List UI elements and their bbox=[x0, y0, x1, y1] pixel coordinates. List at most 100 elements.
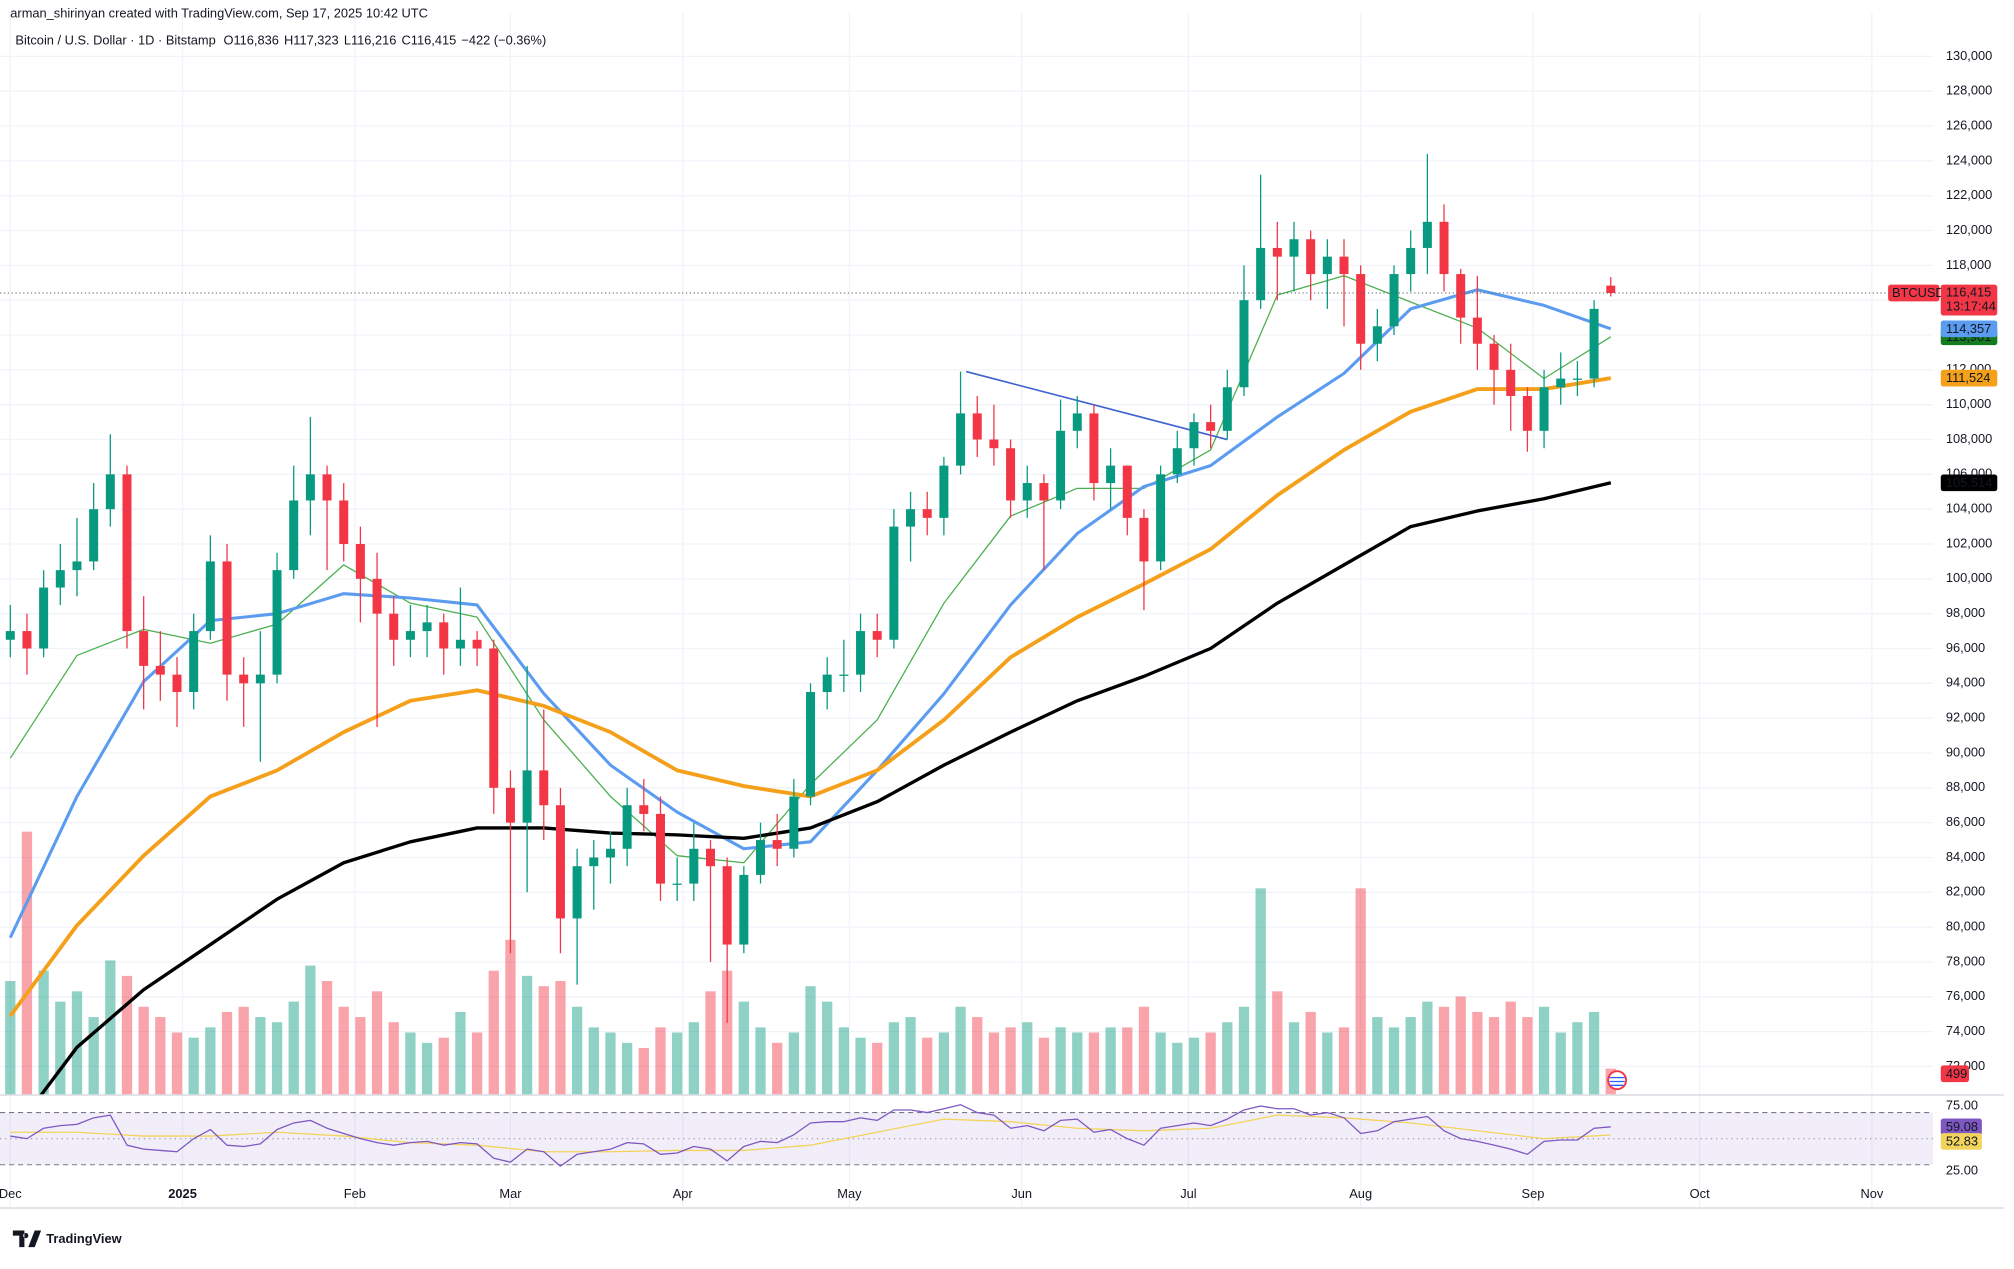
volume-bar bbox=[105, 960, 116, 1095]
candle-body bbox=[1406, 247, 1416, 275]
volume-bar bbox=[121, 975, 133, 1095]
brand-logo: TradingView bbox=[12, 1230, 122, 1248]
candle-body bbox=[1439, 221, 1449, 275]
volume-bar bbox=[1222, 1022, 1233, 1095]
volume-bar bbox=[638, 1047, 649, 1095]
brand-name: TradingView bbox=[46, 1231, 121, 1246]
volume-bar bbox=[171, 1032, 183, 1095]
y-tick-label: 94,000 bbox=[1946, 675, 1985, 690]
candle-body bbox=[339, 500, 349, 545]
ma-last-label-box bbox=[1940, 474, 1998, 492]
candle-body bbox=[1189, 422, 1199, 449]
volume-bar bbox=[1255, 888, 1266, 1095]
volume-bar bbox=[655, 1027, 666, 1095]
last-price-label: 116,415 bbox=[1946, 284, 1991, 299]
candle-body bbox=[1289, 239, 1299, 257]
candle-body bbox=[1306, 239, 1316, 275]
volume-bar bbox=[1105, 1027, 1116, 1095]
event-flag-stripes bbox=[1609, 1076, 1625, 1086]
ma-last-label-box bbox=[1940, 369, 1998, 387]
volume-bar bbox=[1188, 1037, 1200, 1095]
x-tick-label: Dec bbox=[0, 1186, 22, 1201]
y-tick-label: 126,000 bbox=[1946, 117, 1992, 132]
ohlc-value: 116,216 bbox=[351, 32, 396, 47]
volume-bar bbox=[1572, 1022, 1583, 1095]
volume-bar bbox=[355, 1017, 366, 1095]
volume-bar bbox=[571, 1006, 583, 1095]
x-tick-label: 2025 bbox=[168, 1186, 197, 1201]
attribution: arman_shirinyan created with TradingView… bbox=[10, 6, 428, 21]
volume-bar bbox=[1588, 1011, 1600, 1095]
candle-body bbox=[1089, 413, 1099, 484]
candle-body bbox=[1272, 247, 1282, 257]
volume-bar bbox=[255, 1017, 266, 1095]
rsi-pane bbox=[0, 1104, 1934, 1167]
volume-bar bbox=[305, 965, 316, 1095]
y-tick-label: 82,000 bbox=[1946, 884, 1985, 899]
candle-body bbox=[105, 474, 115, 510]
rsi-last-label: 59.08 bbox=[1946, 1119, 1978, 1134]
volume-bar bbox=[1355, 888, 1366, 1095]
y-tick-label: 74,000 bbox=[1946, 1023, 1985, 1038]
candle-body bbox=[55, 570, 65, 588]
change-value: −422 (−0.36%) bbox=[461, 32, 546, 47]
candle-body bbox=[439, 622, 449, 649]
y-tick-label: 120,000 bbox=[1946, 222, 1992, 237]
candle-body bbox=[889, 526, 899, 640]
volume-bar bbox=[1072, 1032, 1083, 1095]
x-tick-label: Oct bbox=[1690, 1186, 1710, 1201]
volume-bar bbox=[1205, 1032, 1216, 1095]
volume-bar bbox=[838, 1027, 850, 1095]
symbol-title: Bitcoin / U.S. Dollar · 1D · Bitstamp bbox=[15, 32, 215, 47]
candle-body bbox=[1572, 378, 1582, 380]
y-tick-label: 124,000 bbox=[1946, 152, 1992, 167]
candle-body bbox=[856, 631, 866, 675]
candle-body bbox=[1389, 274, 1399, 327]
volume-bar bbox=[788, 1032, 799, 1095]
volume-bar bbox=[1022, 1022, 1033, 1095]
volume-bar bbox=[421, 1042, 433, 1095]
x-tick-label: Apr bbox=[673, 1186, 694, 1201]
volume-bar bbox=[755, 1027, 766, 1095]
volume-bar bbox=[1055, 1027, 1066, 1095]
candle-body bbox=[405, 631, 415, 640]
x-tick-label: May bbox=[837, 1186, 862, 1201]
volume-bar bbox=[188, 1037, 199, 1095]
volume-bar bbox=[688, 1022, 699, 1095]
candle-body bbox=[956, 413, 966, 466]
volume-bar bbox=[205, 1027, 216, 1095]
x-tick-label: Aug bbox=[1349, 1186, 1372, 1201]
volume-bar bbox=[1338, 1027, 1350, 1095]
logo-mark bbox=[12, 1230, 42, 1248]
candle-body bbox=[189, 631, 199, 693]
candle-body bbox=[705, 848, 715, 867]
x-tick-label: Jul bbox=[1180, 1186, 1196, 1201]
volume-bar bbox=[1288, 1022, 1300, 1095]
candle-body bbox=[355, 544, 365, 579]
candle-body bbox=[1239, 300, 1249, 388]
candle-body bbox=[1606, 285, 1616, 293]
candle-body bbox=[655, 813, 665, 884]
candle-body bbox=[589, 857, 599, 867]
candle-body bbox=[39, 587, 49, 649]
volume-bar bbox=[988, 1032, 1000, 1095]
volume-bar bbox=[905, 1017, 916, 1095]
y-tick-label: 80,000 bbox=[1946, 919, 1985, 934]
x-tick-label: Jun bbox=[1011, 1186, 1032, 1201]
y-tick-label: 86,000 bbox=[1946, 814, 1985, 829]
volume-bar bbox=[71, 991, 83, 1095]
volume-bar bbox=[5, 981, 16, 1095]
volume-bar bbox=[1005, 1027, 1016, 1095]
candle-body bbox=[472, 639, 482, 649]
volume-bar bbox=[1555, 1032, 1566, 1095]
y-tick-label: 76,000 bbox=[1946, 988, 1985, 1003]
candle-body bbox=[1456, 274, 1466, 318]
candle-body bbox=[872, 631, 882, 640]
volume-bar bbox=[1472, 1011, 1483, 1095]
candle-body bbox=[539, 770, 549, 806]
volume-bar bbox=[621, 1042, 633, 1095]
volume-bar bbox=[1455, 996, 1466, 1095]
y-tick-label: 104,000 bbox=[1946, 501, 1992, 516]
x-tick-label: Sep bbox=[1522, 1186, 1545, 1201]
candle-body bbox=[1039, 483, 1049, 501]
